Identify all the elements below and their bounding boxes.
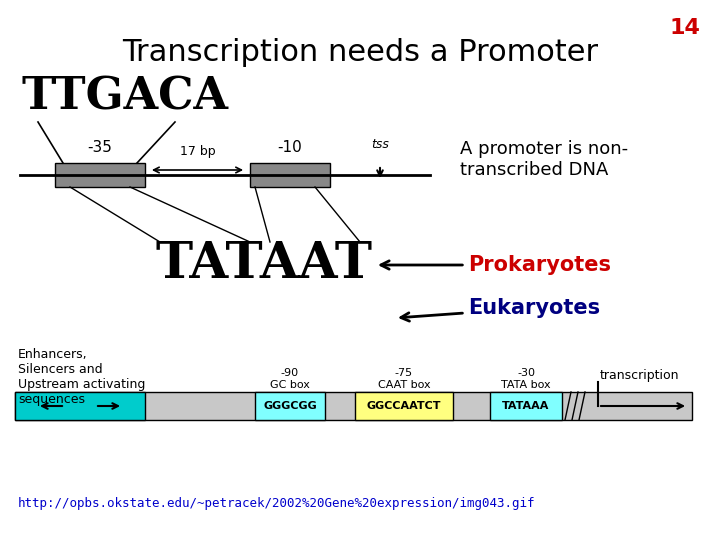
Text: -10: -10	[278, 140, 302, 155]
Text: transcription: transcription	[600, 369, 680, 382]
Text: -35: -35	[88, 140, 112, 155]
Text: 17 bp: 17 bp	[180, 145, 215, 158]
Bar	[255, 392, 325, 420]
Bar	[250, 163, 330, 187]
Bar	[55, 163, 145, 187]
Text: TATAAA: TATAAA	[503, 401, 549, 411]
Text: Prokaryotes: Prokaryotes	[381, 255, 611, 275]
Text: GGGCGG: GGGCGG	[263, 401, 317, 411]
Text: -75
CAAT box: -75 CAAT box	[378, 368, 431, 390]
Text: TTGACA: TTGACA	[22, 75, 229, 118]
Text: 14: 14	[669, 18, 700, 38]
Bar	[355, 392, 453, 420]
Bar	[15, 392, 145, 420]
Text: -90
GC box: -90 GC box	[270, 368, 310, 390]
Text: http://opbs.okstate.edu/~petracek/2002%20Gene%20expression/img043.gif: http://opbs.okstate.edu/~petracek/2002%2…	[18, 497, 536, 510]
Text: TATAAT: TATAAT	[155, 240, 372, 289]
Text: tss: tss	[371, 138, 389, 151]
Text: Enhancers,
Silencers and
Upstream activating
sequences: Enhancers, Silencers and Upstream activa…	[18, 348, 145, 406]
Text: Eukaryotes: Eukaryotes	[401, 298, 600, 321]
Text: GGCCAATCT: GGCCAATCT	[366, 401, 441, 411]
Bar	[15, 392, 692, 420]
Text: A promoter is non-
transcribed DNA: A promoter is non- transcribed DNA	[460, 140, 628, 179]
Text: -30
TATA box: -30 TATA box	[501, 368, 551, 390]
Bar	[490, 392, 562, 420]
Text: Transcription needs a Promoter: Transcription needs a Promoter	[122, 38, 598, 67]
